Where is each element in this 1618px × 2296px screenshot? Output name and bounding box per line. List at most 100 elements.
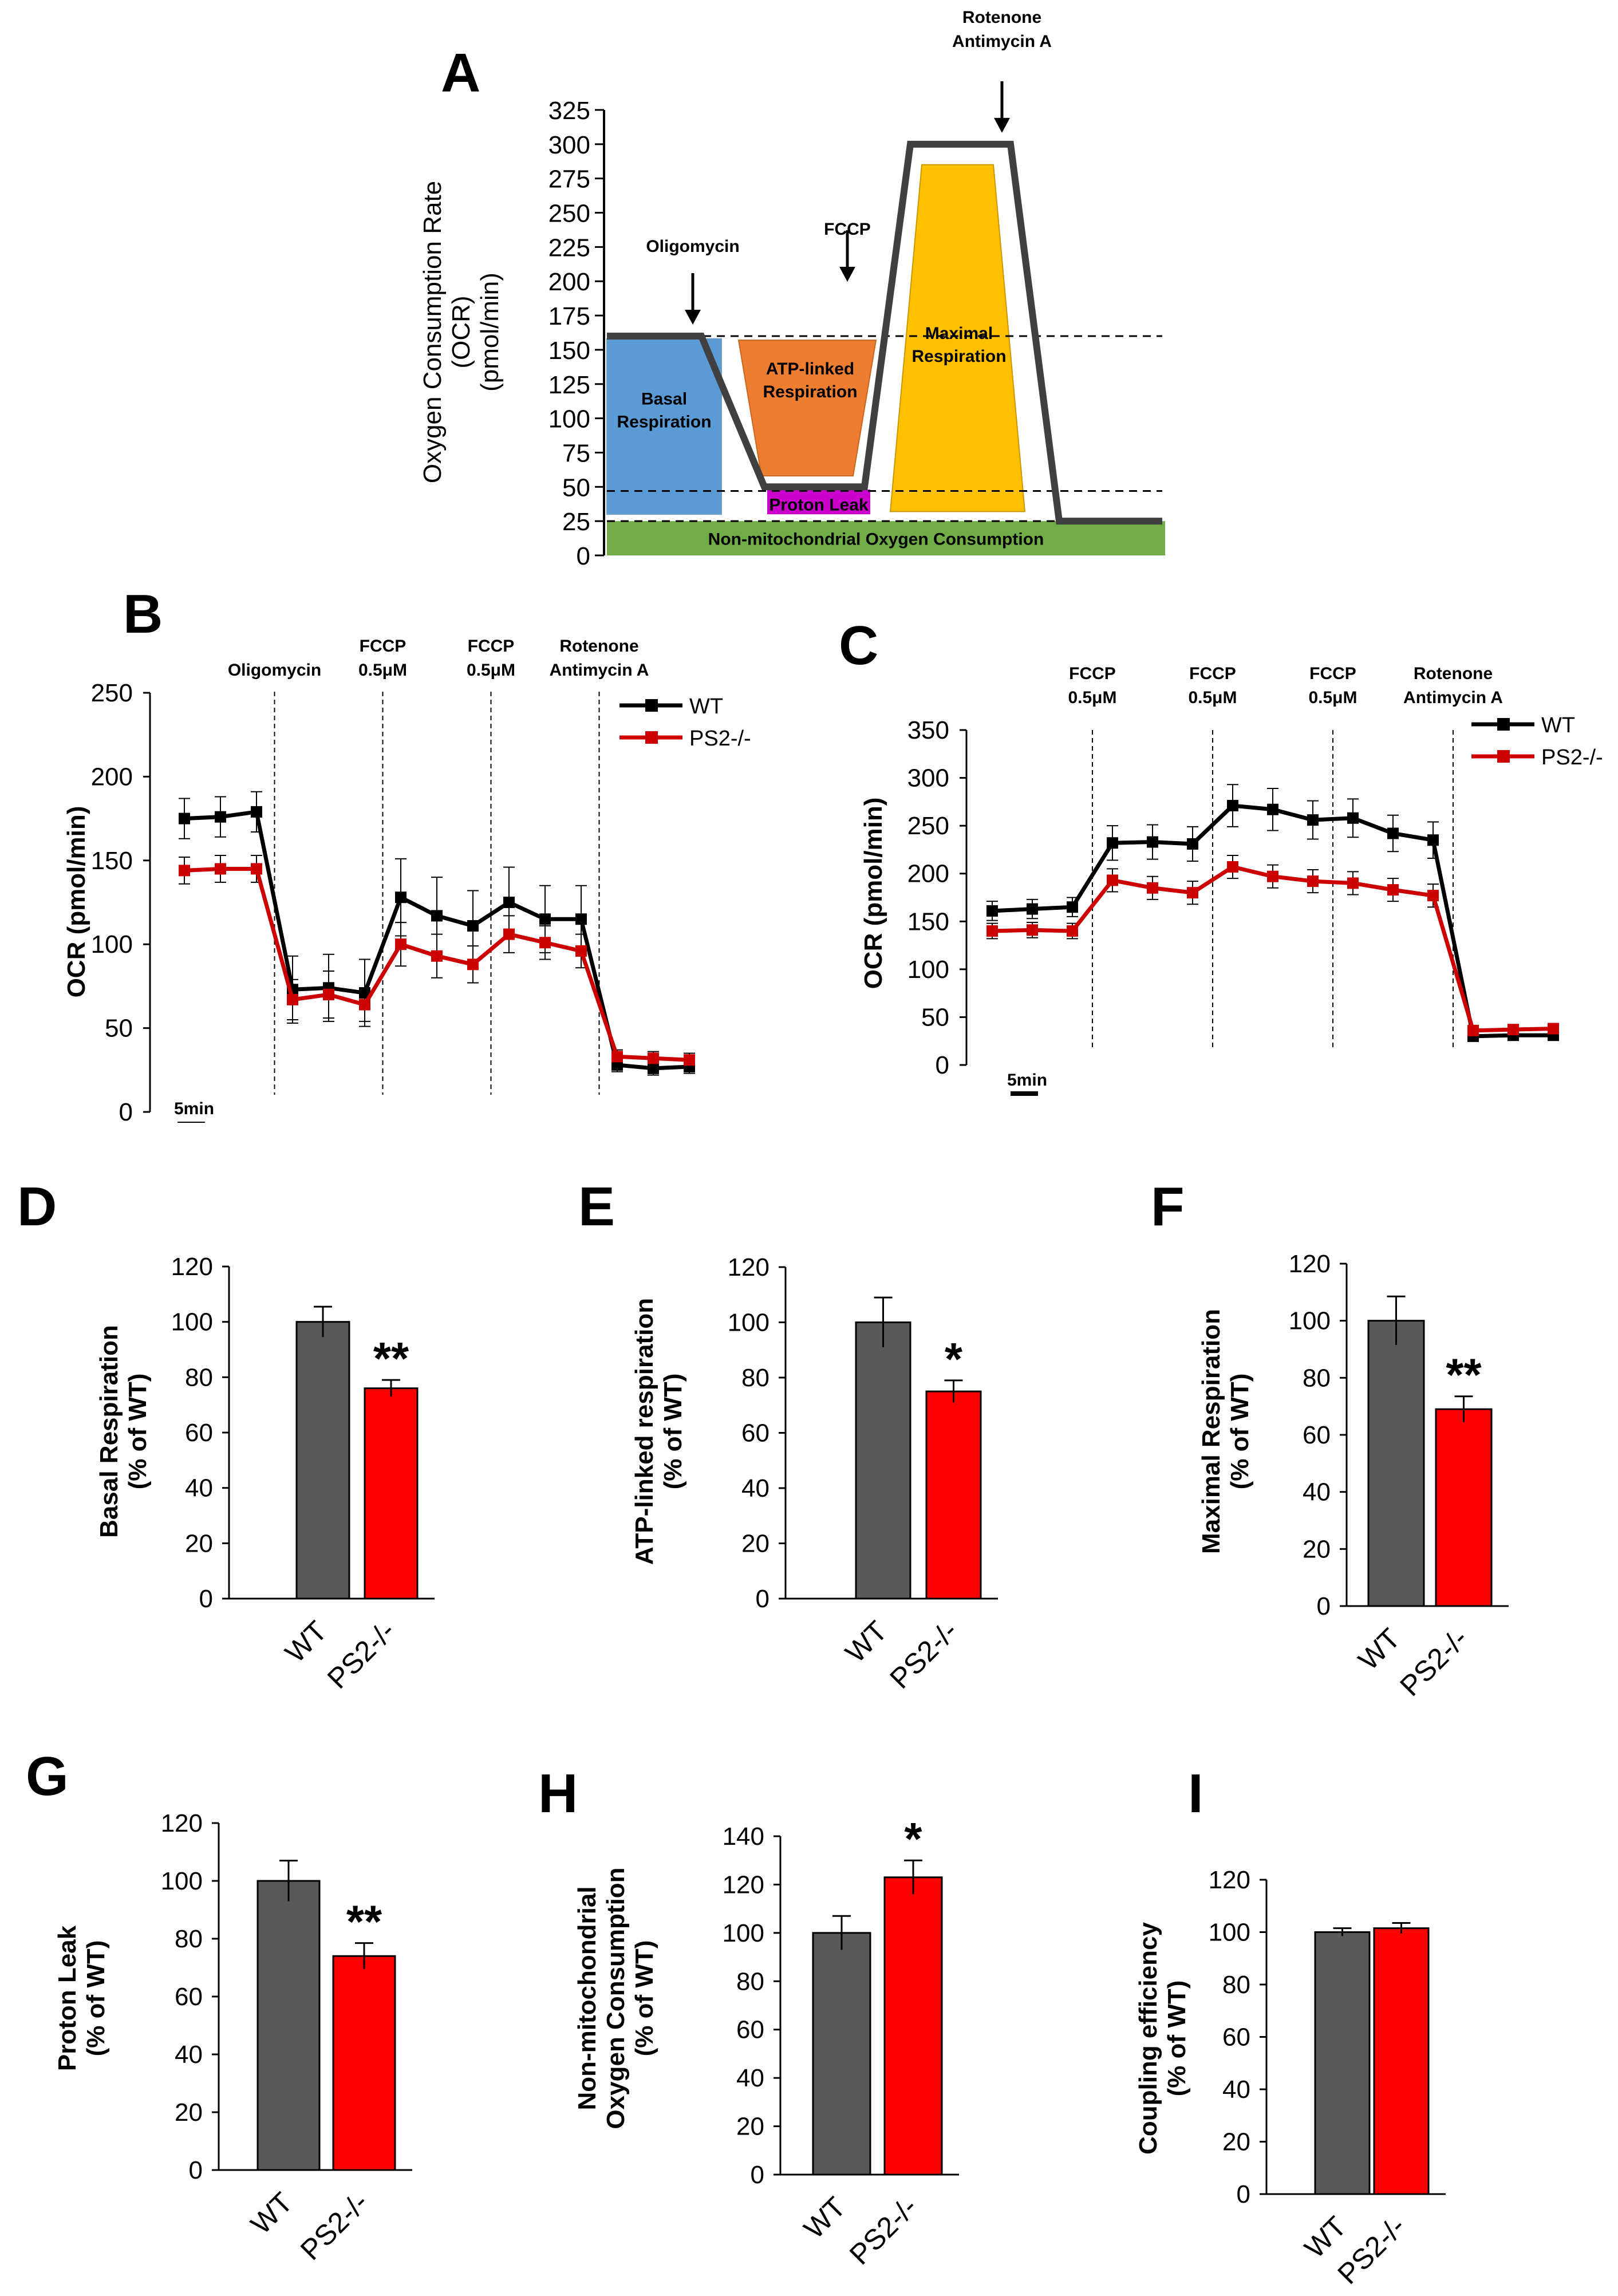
category-label-wt: WT <box>1352 1622 1407 1676</box>
bar-wt <box>1367 1320 1425 1607</box>
y-tick-label: 40 <box>175 2041 203 2069</box>
y-tick-label: 20 <box>175 2098 203 2127</box>
data-point <box>1267 803 1278 815</box>
proton-leak-region <box>767 490 870 515</box>
y-tick-label: 120 <box>1289 1250 1331 1278</box>
y-tick-label: 60 <box>175 1983 203 2011</box>
y-axis-label: Coupling efficiency(% of WT) <box>1134 1922 1191 2155</box>
panel-f: 0 20 40 60 80 100 120 Maximal Respiration(% of … <box>1197 1250 1509 1702</box>
y-tick-label: 100 <box>91 930 133 958</box>
injection-label: Oligomycin <box>646 237 739 256</box>
basal-label-line: Respiration <box>617 413 711 432</box>
data-point <box>1227 800 1238 812</box>
data-point <box>1507 1024 1519 1036</box>
data-point <box>503 928 515 940</box>
data-point <box>503 897 515 908</box>
non-mito-label: Non-mitochondrial Oxygen Consumption <box>708 530 1044 549</box>
bar-ps2 <box>364 1387 419 1600</box>
data-point <box>215 811 226 823</box>
y-axis-label-line: Coupling efficiency <box>1134 1922 1162 2155</box>
injection-label: FCCP 0.5μM <box>467 637 515 680</box>
maximal-region <box>889 164 1026 512</box>
bar-ps2 <box>925 1390 982 1600</box>
atp-region <box>737 340 877 477</box>
data-point <box>1347 812 1359 824</box>
data-point <box>1187 838 1198 850</box>
y-tick-label: 150 <box>548 337 590 365</box>
y-tick-label: 0 <box>189 2156 203 2184</box>
y-tick-label: 0 <box>1237 2180 1250 2208</box>
injection-label: Rotenone Antimycin A <box>952 8 1052 51</box>
y-tick-label: 100 <box>161 1867 203 1895</box>
category-label-ps2: PS2-/- <box>1331 2210 1411 2290</box>
y-tick-label: 200 <box>91 763 133 791</box>
panel-e: 0 20 40 60 80 100 120 ATP-linked respiration(% … <box>630 1253 998 1695</box>
y-tick-label: 200 <box>907 860 949 888</box>
bar-wt <box>812 1932 871 2176</box>
panel-label-b: B <box>123 583 163 645</box>
injection-label-line: Oligomycin <box>228 661 321 680</box>
series-ps2 <box>179 855 695 1067</box>
y-tick-label: 0 <box>936 1051 949 1079</box>
y-tick-label: 40 <box>741 1474 769 1502</box>
legend-label-wt: WT <box>689 695 723 719</box>
bar-ps2 <box>883 1876 943 2176</box>
data-point <box>1107 837 1118 849</box>
ocr-trace <box>607 140 1162 525</box>
data-point <box>575 945 587 957</box>
bar-wt <box>295 1321 350 1600</box>
injection-label: FCCP 0.5μM <box>1188 664 1237 707</box>
scale-bar-label: 5min <box>1007 1071 1047 1090</box>
panel-label-g: G <box>26 1746 69 1807</box>
proton-leak-label: Proton Leak <box>769 495 869 514</box>
legend-label-wt: WT <box>1541 713 1575 737</box>
basal-label: Basal Respiration <box>617 390 711 432</box>
legend-marker <box>645 699 658 712</box>
y-tick-label: 60 <box>1303 1421 1331 1449</box>
injection-label-line: Rotenone <box>962 8 1041 27</box>
data-point <box>179 865 190 877</box>
injection-label-line: FCCP <box>360 637 407 656</box>
y-tick-label: 120 <box>723 1871 764 1899</box>
y-tick-label: 50 <box>562 474 590 502</box>
series-line <box>992 803 1553 1039</box>
scale-bar-label: 5min <box>174 1099 214 1118</box>
y-tick-label: 125 <box>548 371 590 399</box>
y-axis-label-line: ATP-linked respiration <box>630 1298 658 1565</box>
category-label-ps2: PS2-/- <box>843 2191 924 2271</box>
data-point <box>395 938 407 950</box>
y-tick-label: 120 <box>1209 1866 1250 1894</box>
panel-label-e: E <box>578 1176 615 1237</box>
y-axis-label-line: (OCR) <box>447 295 475 368</box>
data-point <box>1548 1023 1559 1035</box>
data-point <box>1227 861 1238 873</box>
y-tick-label: 100 <box>1289 1307 1331 1335</box>
y-axis-label-line: (pmol/min) <box>476 273 504 392</box>
y-axis-label-line: (% of WT) <box>1163 1981 1191 2097</box>
injection-label: FCCP 0.5μM <box>358 637 407 680</box>
data-point <box>539 913 551 925</box>
legend-label-ps2: PS2-/- <box>689 727 751 751</box>
data-point <box>431 950 443 962</box>
y-tick-label: 20 <box>736 2113 764 2141</box>
category-label-ps2: PS2-/- <box>294 2186 374 2266</box>
bar-ps2 <box>1435 1408 1493 1607</box>
injection-arrowhead <box>685 309 701 325</box>
data-point <box>251 863 262 875</box>
injection-label-line: Rotenone <box>1414 664 1493 683</box>
category-label-ps2: PS2-/- <box>321 1615 401 1695</box>
y-axis-label-line: (% of WT) <box>659 1374 687 1490</box>
y-tick-label: 80 <box>1303 1364 1331 1392</box>
data-point <box>1387 827 1399 839</box>
y-axis-label-line: (% of WT) <box>82 1940 110 2057</box>
y-tick-label: 100 <box>728 1309 769 1337</box>
injection-label-line: FCCP <box>468 637 515 656</box>
data-point <box>1427 890 1439 902</box>
y-tick-label: 0 <box>1317 1592 1331 1620</box>
y-axis-label-line: Proton Leak <box>53 1925 81 2071</box>
maximal-label: Maximal Respiration <box>911 324 1006 366</box>
data-point <box>467 958 479 971</box>
panel-label-c: C <box>839 615 878 676</box>
y-tick-label: 300 <box>907 764 949 792</box>
